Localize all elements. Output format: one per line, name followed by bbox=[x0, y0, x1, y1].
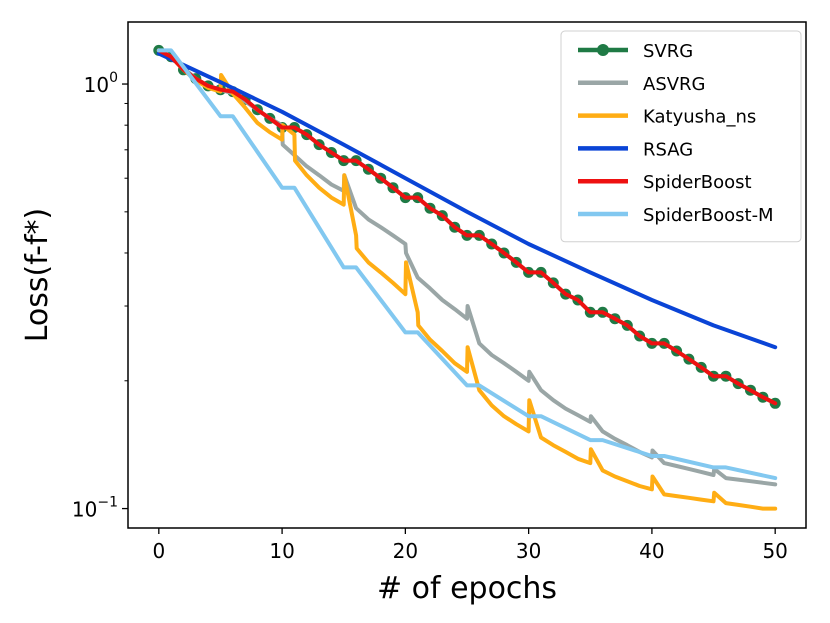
x-axis-label: # of epochs bbox=[377, 571, 557, 606]
series-layer bbox=[153, 44, 781, 511]
x-tick-label: 20 bbox=[393, 539, 418, 563]
x-tick-label: 40 bbox=[639, 539, 664, 563]
plot-frame bbox=[127, 21, 807, 529]
x-tick-label: 50 bbox=[762, 539, 787, 563]
legend: SVRG ASVRG Katyusha_ns RSAG SpiderBoost Spide… bbox=[560, 30, 802, 243]
legend-label-rsag: RSAG bbox=[643, 139, 693, 160]
series-rsag bbox=[156, 51, 778, 350]
series-spiderboost bbox=[156, 48, 778, 406]
series-spiderboost-m bbox=[156, 48, 778, 481]
legend-label-katyusha-ns: Katyusha_ns bbox=[643, 107, 756, 128]
legend-label-svrg: SVRG bbox=[643, 41, 693, 62]
y-axis-label: Loss(f-f*) bbox=[20, 208, 55, 343]
ticks-layer: 0 10 20 30 40 50 100 10−1 bbox=[72, 70, 788, 563]
x-tick-label: 10 bbox=[269, 539, 294, 563]
y-tick-label: 10−1 bbox=[72, 495, 118, 522]
line-rsag bbox=[156, 51, 778, 350]
line-spiderboost-m bbox=[156, 48, 778, 481]
x-tick-label: 30 bbox=[516, 539, 541, 563]
line-spiderboost bbox=[156, 48, 778, 406]
legend-label-asvrg: ASVRG bbox=[643, 74, 706, 95]
series-katyusha-ns bbox=[156, 48, 778, 511]
line-katyusha-ns bbox=[156, 48, 778, 511]
legend-label-spiderboost-m: SpiderBoost-M bbox=[643, 205, 774, 226]
y-tick-label: 100 bbox=[84, 70, 118, 97]
x-tick-label: 0 bbox=[152, 539, 165, 563]
legend-marker-svrg bbox=[597, 44, 609, 56]
legend-label-spiderboost: SpiderBoost bbox=[643, 172, 752, 193]
